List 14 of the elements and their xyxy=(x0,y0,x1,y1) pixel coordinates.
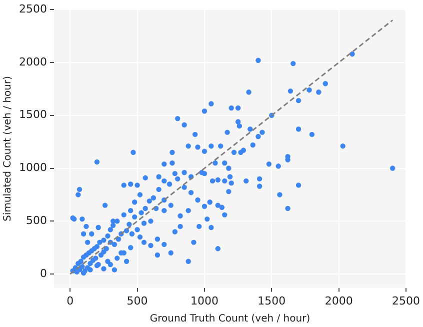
y-tick-label: 1000 xyxy=(18,161,47,174)
y-tick-label: 2000 xyxy=(18,55,47,68)
y-tick-label: 0 xyxy=(40,266,47,280)
y-axis-title: Simulated Count (veh / hour) xyxy=(2,76,14,222)
x-tick-label: 1000 xyxy=(190,294,218,308)
y-tick-label: 1500 xyxy=(18,108,47,122)
x-tick-label: 1500 xyxy=(258,294,286,308)
x-axis-title: Ground Truth Count (veh / hour) xyxy=(150,314,310,325)
x-tick-label: 0 xyxy=(66,294,74,308)
y-tick-label: 2500 xyxy=(18,2,47,16)
y-tick-label: 500 xyxy=(26,214,47,228)
x-tick-label: 2500 xyxy=(392,294,420,308)
x-tick-label: 500 xyxy=(126,294,148,308)
x-tick-label: 2000 xyxy=(324,294,353,308)
